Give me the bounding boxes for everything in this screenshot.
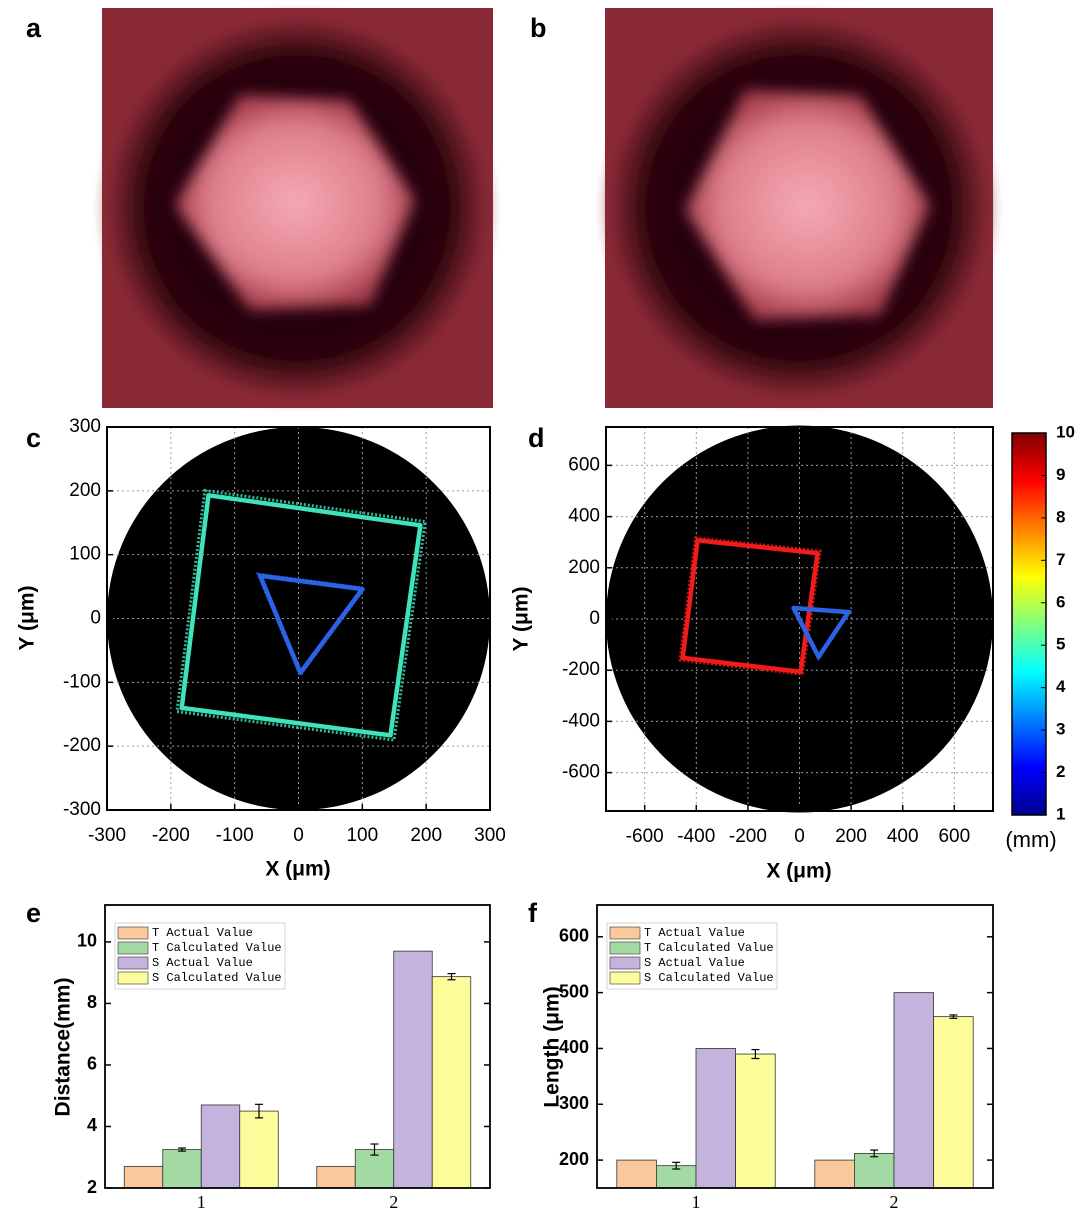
x-axis-label: X (μm) xyxy=(265,858,330,881)
colorbar-tick-label: 8 xyxy=(1056,507,1065,526)
legend-label: S Calculated Value xyxy=(644,971,774,985)
x-tick-label: 1 xyxy=(692,1192,701,1212)
colorbar-tick-label: 10 xyxy=(1056,422,1075,441)
panel-label: e xyxy=(26,898,41,928)
y-axis-label: Y (μm) xyxy=(16,586,39,651)
legend-swatch xyxy=(118,972,148,984)
legend-label: S Calculated Value xyxy=(152,971,282,985)
panel-label: c xyxy=(26,423,41,453)
y-tick-label: -100 xyxy=(63,671,101,692)
y-tick-label: 0 xyxy=(90,608,101,629)
x-tick-label: -300 xyxy=(88,825,126,846)
y-tick-label: -600 xyxy=(562,762,600,783)
legend-swatch xyxy=(118,942,148,954)
y-tick-label: -200 xyxy=(63,735,101,756)
x-tick-label: 600 xyxy=(938,826,970,847)
figure: a b -300-200-1000100200300-300-200-10001… xyxy=(0,0,1089,1218)
colorbar-tick-label: 6 xyxy=(1056,592,1065,611)
x-tick-label: 0 xyxy=(794,826,805,847)
bar xyxy=(201,1105,240,1188)
panel-label: d xyxy=(528,423,545,453)
x-tick-label: 200 xyxy=(410,825,442,846)
colorbar xyxy=(1012,433,1046,815)
y-tick-label: 600 xyxy=(559,926,589,946)
x-axis-label: X (μm) xyxy=(766,860,831,883)
panel-label: f xyxy=(528,898,538,928)
legend-swatch xyxy=(610,942,640,954)
legend-label: T Calculated Value xyxy=(644,941,774,955)
legend-swatch xyxy=(610,927,640,939)
x-tick-label: -400 xyxy=(677,826,715,847)
bar xyxy=(432,977,471,1188)
y-tick-label: 200 xyxy=(559,1149,589,1169)
colorbar-tick-label: 2 xyxy=(1056,762,1065,781)
y-tick-label: 100 xyxy=(69,544,101,565)
y-axis-label: Distance(mm) xyxy=(52,978,75,1117)
legend-label: T Calculated Value xyxy=(152,941,282,955)
bar xyxy=(934,1017,974,1188)
image-b xyxy=(605,8,993,408)
bar xyxy=(124,1166,163,1188)
x-tick-label: 400 xyxy=(887,826,919,847)
colorbar-tick-label: 9 xyxy=(1056,465,1065,484)
legend-swatch xyxy=(118,927,148,939)
x-tick-label: 2 xyxy=(389,1192,398,1212)
bar xyxy=(854,1153,894,1188)
x-tick-label: -200 xyxy=(729,826,767,847)
colorbar-tick-label: 7 xyxy=(1056,550,1065,569)
y-tick-label: -200 xyxy=(562,659,600,680)
legend-label: T Actual Value xyxy=(152,926,253,940)
bar xyxy=(696,1048,736,1188)
bar xyxy=(617,1160,657,1188)
x-tick-label: 100 xyxy=(346,825,378,846)
x-tick-label: 0 xyxy=(293,825,304,846)
legend-swatch xyxy=(118,957,148,969)
y-tick-label: 6 xyxy=(87,1054,97,1074)
colorbar-tick-label: 5 xyxy=(1056,635,1065,654)
colorbar-unit: (mm) xyxy=(1005,827,1056,852)
y-tick-label: -300 xyxy=(63,799,101,820)
x-tick-label: 300 xyxy=(474,825,506,846)
y-axis-label: Y (μm) xyxy=(510,587,533,652)
y-tick-label: 600 xyxy=(568,454,600,475)
x-tick-label: -200 xyxy=(152,825,190,846)
y-tick-label: 0 xyxy=(589,608,600,629)
y-tick-label: 200 xyxy=(568,557,600,578)
y-tick-label: 300 xyxy=(69,416,101,437)
legend-label: S Actual Value xyxy=(644,956,745,970)
panel-label: a xyxy=(26,13,42,43)
bar xyxy=(240,1111,279,1188)
x-tick-label: 1 xyxy=(197,1192,206,1212)
y-tick-label: 2 xyxy=(87,1177,97,1197)
legend-label: S Actual Value xyxy=(152,956,253,970)
bar xyxy=(894,993,934,1188)
x-tick-label: 200 xyxy=(835,826,867,847)
image-a xyxy=(102,8,493,408)
colorbar-tick-label: 4 xyxy=(1056,677,1066,696)
panel-label: b xyxy=(530,13,547,43)
x-tick-label: -600 xyxy=(626,826,664,847)
y-tick-label: 400 xyxy=(568,506,600,527)
bar xyxy=(317,1166,356,1188)
colorbar-tick-label: 1 xyxy=(1056,804,1065,823)
legend-label: T Actual Value xyxy=(644,926,745,940)
bar xyxy=(394,951,433,1188)
bar xyxy=(815,1160,855,1188)
y-tick-label: 200 xyxy=(69,480,101,501)
legend-swatch xyxy=(610,957,640,969)
y-tick-label: -400 xyxy=(562,710,600,731)
y-axis-label: Length (μm) xyxy=(541,986,564,1107)
x-tick-label: 2 xyxy=(890,1192,899,1212)
x-tick-label: -100 xyxy=(216,825,254,846)
y-tick-label: 10 xyxy=(77,931,97,951)
y-tick-label: 4 xyxy=(87,1115,97,1135)
y-tick-label: 8 xyxy=(87,992,97,1012)
legend-swatch xyxy=(610,972,640,984)
bar xyxy=(736,1054,776,1188)
colorbar-tick-label: 3 xyxy=(1056,720,1065,739)
bar xyxy=(163,1150,202,1188)
